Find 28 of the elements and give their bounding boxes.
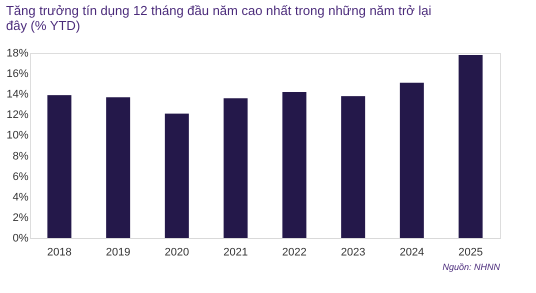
y-tick-label: 2% xyxy=(12,212,29,224)
text: Nguồn: NHNN xyxy=(442,262,500,272)
y-tick-label: 8% xyxy=(12,150,29,162)
bar xyxy=(164,114,189,238)
x-tick-label: 2022 xyxy=(282,246,307,258)
x-tick-label: 2021 xyxy=(223,246,248,258)
y-tick-label: 10% xyxy=(6,130,29,142)
bar xyxy=(400,82,424,238)
bar xyxy=(282,92,306,238)
y-tick-label: 6% xyxy=(12,170,29,183)
x-tick-label: 2024 xyxy=(400,246,424,258)
x-tick-label: 2019 xyxy=(106,246,130,258)
bar xyxy=(341,96,366,238)
bar xyxy=(458,55,483,238)
y-tick-label: 12% xyxy=(6,109,29,122)
y-tick-label: 16% xyxy=(6,68,29,80)
y-tick-label: 18% xyxy=(6,48,29,60)
bar xyxy=(106,97,130,238)
x-tick-label: 2018 xyxy=(47,246,72,258)
chart-title: Tăng trưởng tín dụng 12 tháng đầu năm cao nhất trong những năm trở lại đây (% YTD) xyxy=(6,3,432,33)
bar xyxy=(47,95,72,238)
x-tick-label: 2020 xyxy=(164,246,190,258)
x-tick-label: 2025 xyxy=(458,246,483,258)
y-tick-label: 0% xyxy=(12,232,29,244)
x-tick-label: 2023 xyxy=(340,246,366,258)
y-tick-label: 14% xyxy=(6,88,29,101)
y-tick-label: 4% xyxy=(12,191,29,204)
bar xyxy=(224,98,248,238)
